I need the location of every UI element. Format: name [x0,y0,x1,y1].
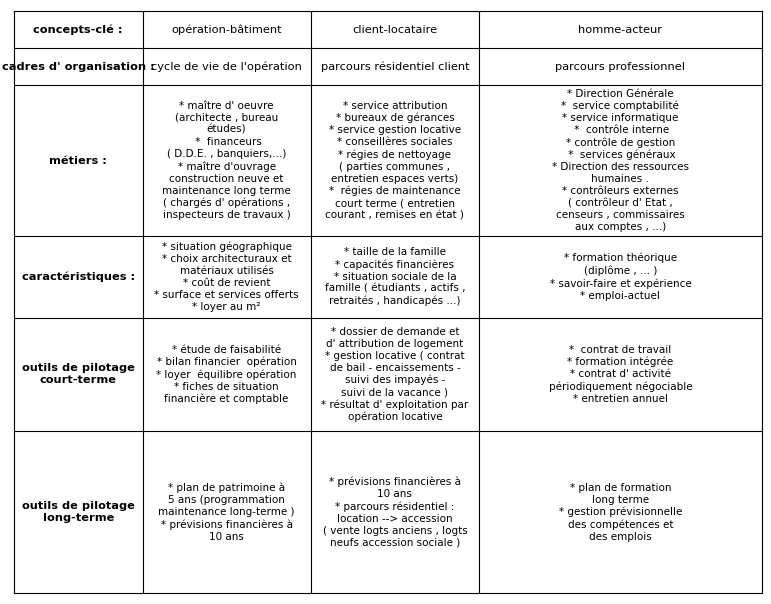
Text: parcours résidentiel client: parcours résidentiel client [321,62,470,72]
Text: * maître d' oeuvre
(architecte , bureau
études)
 *  financeurs
( D.D.E. , banqui: * maître d' oeuvre (architecte , bureau … [162,101,291,220]
Text: concepts-clé :: concepts-clé : [33,24,123,35]
Text: * service attribution
* bureaux de gérances
* service gestion locative
* conseil: * service attribution * bureaux de géran… [325,101,464,220]
Text: outils de pilotage
court-terme: outils de pilotage court-terme [22,364,135,385]
Text: métiers :: métiers : [49,155,107,165]
Text: cadres d' organisation :: cadres d' organisation : [2,62,154,72]
Text: opération-bâtiment: opération-bâtiment [171,24,282,35]
Text: * dossier de demande et
d' attribution de logement
* gestion locative ( contrat
: * dossier de demande et d' attribution d… [322,327,469,422]
Text: * étude de faisabilité
* bilan financier  opération
* loyer  équilibre opération: * étude de faisabilité * bilan financier… [157,344,297,405]
Text: * Direction Générale
*  service comptabilité
* service informatique
 *  contrôle: * Direction Générale * service comptabil… [552,89,689,233]
Text: * plan de patrimoine à
5 ans (programmation
maintenance long-terme )
* prévision: * plan de patrimoine à 5 ans (programmat… [158,483,295,542]
Text: outils de pilotage
long-terme: outils de pilotage long-terme [22,501,135,523]
Text: parcours professionnel: parcours professionnel [555,62,685,72]
Text: caractéristiques :: caractéristiques : [22,271,135,282]
Text: * prévisions financières à
10 ans
* parcours résidentiel :
location --> accessio: * prévisions financières à 10 ans * parc… [322,477,467,548]
Text: * situation géographique
* choix architecturaux et
matériaux utilisés
* coût de : * situation géographique * choix archite… [154,242,299,312]
Text: *  contrat de travail
* formation intégrée
* contrat d' activité
périodiquement : * contrat de travail * formation intégré… [549,345,692,404]
Text: homme-acteur: homme-acteur [578,25,662,34]
Text: * formation théorique
(diplôme , ... )
* savoir-faire et expérience
* emploi-act: * formation théorique (diplôme , ... ) *… [550,253,692,301]
Text: * taille de la famille
* capacités financières
* situation sociale de la
famille: * taille de la famille * capacités finan… [325,247,465,306]
Text: cycle de vie de l'opération: cycle de vie de l'opération [151,62,302,72]
Text: client-locataire: client-locataire [352,25,437,34]
Text: * plan de formation
long terme
* gestion prévisionnelle
des compétences et
des e: * plan de formation long terme * gestion… [559,483,682,542]
